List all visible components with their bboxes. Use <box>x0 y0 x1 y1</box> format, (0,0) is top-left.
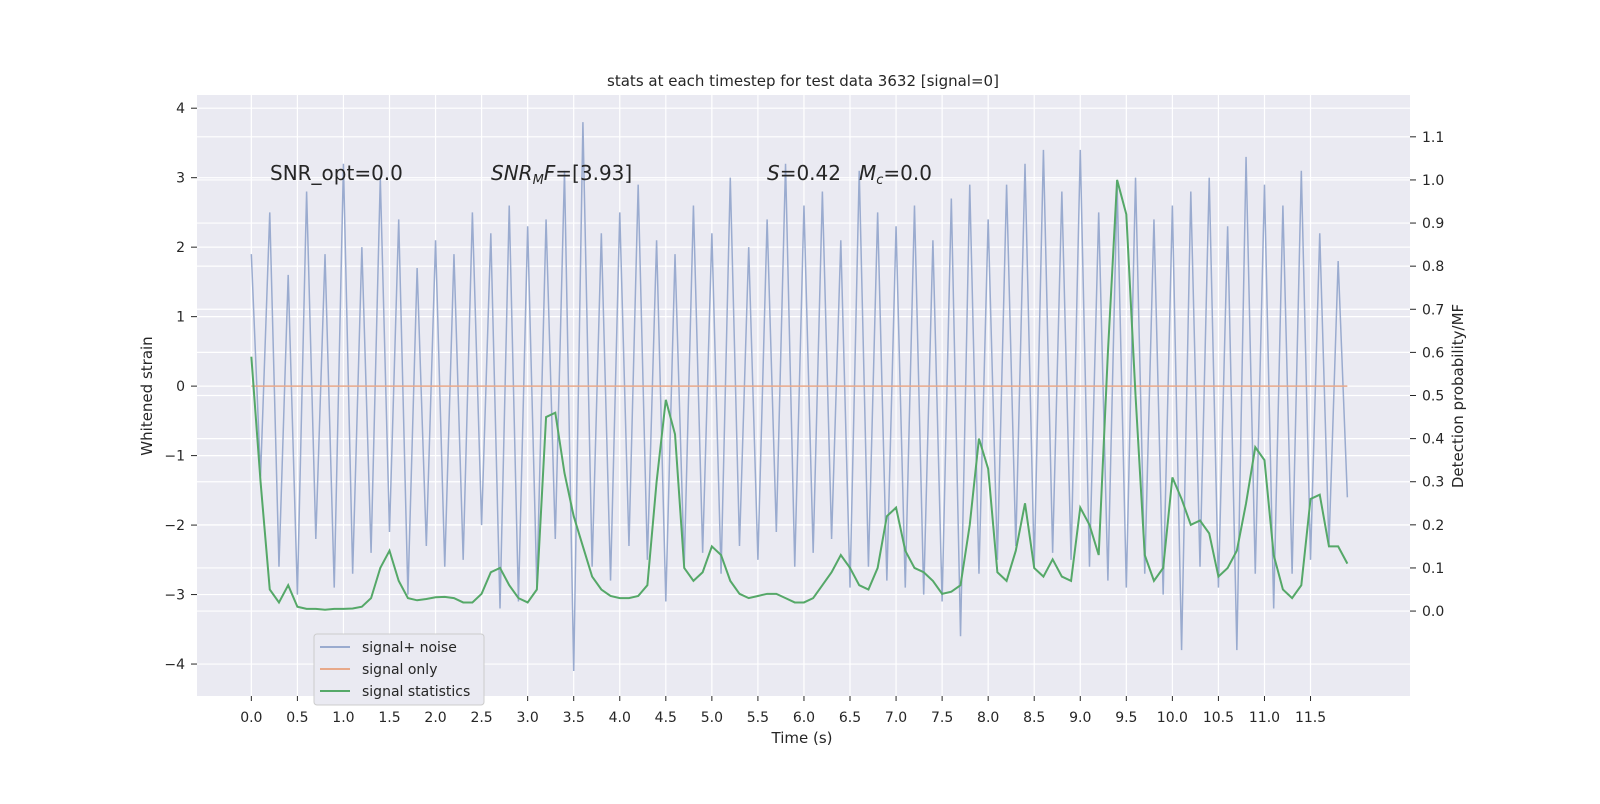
y2-tick-label: 0.7 <box>1422 302 1444 318</box>
y-tick-label: −1 <box>164 449 185 465</box>
annotation-part: =0.42 <box>780 161 841 185</box>
annotation-part: S <box>767 161 780 185</box>
y-tick-label: 0 <box>176 379 185 395</box>
x-tick-label: 7.0 <box>885 710 907 726</box>
x-tick-label: 6.5 <box>839 710 861 726</box>
x-tick-label: 5.5 <box>747 710 769 726</box>
y2-tick-label: 0.4 <box>1422 432 1444 448</box>
y-tick-label: 3 <box>176 171 185 187</box>
x-tick-label: 11.0 <box>1249 710 1280 726</box>
annotation: S=0.42 <box>767 161 841 185</box>
annotation-part: M <box>859 161 876 185</box>
x-tick-label: 8.5 <box>1023 710 1045 726</box>
x-tick-label: 0.5 <box>286 710 308 726</box>
legend-label: signal statistics <box>362 684 470 700</box>
annotation-part: c <box>876 173 883 188</box>
y-tick-label: −4 <box>164 657 185 673</box>
annotation-part: SNR <box>491 161 533 185</box>
y-tick-label: 1 <box>176 310 185 326</box>
series-line <box>250 179 1349 611</box>
x-tick-label: 4.0 <box>609 710 631 726</box>
y2-tick-label: 0.6 <box>1422 345 1444 361</box>
y2-axis-label: Detection probability/MF <box>1449 304 1467 488</box>
y-tick-label: −2 <box>164 518 185 534</box>
x-tick-label: 4.5 <box>655 710 677 726</box>
annotation-part: F <box>544 161 556 185</box>
x-tick-label: 9.5 <box>1115 710 1137 726</box>
annotation: SNR_opt=0.0 <box>270 161 403 185</box>
x-tick-label: 10.5 <box>1203 710 1234 726</box>
x-tick-label: 0.0 <box>240 710 262 726</box>
y2-tick-label: 0.3 <box>1422 475 1444 491</box>
x-axis-label: Time (s) <box>771 729 833 747</box>
x-tick-label: 5.0 <box>701 710 723 726</box>
x-tick-label: 7.5 <box>931 710 953 726</box>
y-axis-label: Whitened strain <box>138 336 156 455</box>
legend-label: signal+ noise <box>362 640 457 656</box>
y2-tick-label: 0.0 <box>1422 604 1444 620</box>
annotation-part: =0.0 <box>883 161 932 185</box>
y2-tick-label: 0.2 <box>1422 518 1444 534</box>
x-tick-label: 2.0 <box>424 710 446 726</box>
annotation: Mc=0.0 <box>859 161 932 188</box>
legend-box <box>313 633 485 706</box>
x-tick-label: 11.5 <box>1295 710 1326 726</box>
annotation: SNRMF=[3.93] <box>491 161 632 188</box>
y2-tick-label: 1.1 <box>1422 130 1444 146</box>
y-tick-label: −3 <box>164 588 185 604</box>
y2-tick-label: 0.9 <box>1422 216 1444 232</box>
x-tick-label: 9.0 <box>1069 710 1091 726</box>
y2-tick-label: 0.8 <box>1422 259 1444 275</box>
x-tick-label: 6.0 <box>793 710 815 726</box>
x-tick-label: 1.5 <box>378 710 400 726</box>
x-tick-label: 3.0 <box>517 710 539 726</box>
chart-title: stats at each timestep for test data 363… <box>607 72 999 90</box>
y2-tick-label: 0.1 <box>1422 561 1444 577</box>
x-tick-label: 10.0 <box>1157 710 1188 726</box>
y-tick-label: 4 <box>176 101 185 117</box>
legend-label: signal only <box>362 662 437 678</box>
y2-tick-label: 0.5 <box>1422 389 1444 405</box>
y2-tick-label: 1.0 <box>1422 173 1444 189</box>
annotation-part: =[3.93] <box>555 161 632 185</box>
x-tick-label: 2.5 <box>470 710 492 726</box>
y-tick-label: 2 <box>176 240 185 256</box>
x-tick-label: 3.5 <box>563 710 585 726</box>
annotation-part: SNR_opt=0.0 <box>270 161 403 185</box>
x-tick-label: 8.0 <box>977 710 999 726</box>
annotation-part: M <box>533 173 544 188</box>
x-tick-label: 1.0 <box>332 710 354 726</box>
